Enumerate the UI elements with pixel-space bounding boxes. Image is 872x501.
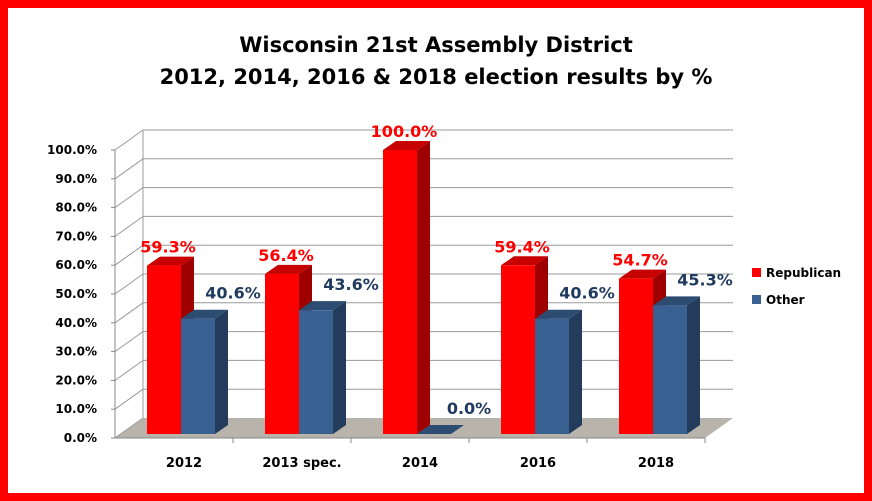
y-tick-label: 10.0% xyxy=(55,402,97,416)
side-gridline xyxy=(114,417,144,439)
x-tick-label: 2013 spec. xyxy=(262,456,341,471)
data-label: 40.6% xyxy=(205,284,261,303)
bar-top xyxy=(417,425,464,434)
y-tick-label: 80.0% xyxy=(55,201,97,215)
x-tick-label: 2016 xyxy=(520,456,556,471)
side-gridline xyxy=(114,302,144,324)
side-gridline xyxy=(114,158,144,180)
bar-side xyxy=(687,296,700,434)
bar-other-2018 xyxy=(653,296,700,434)
bar-side xyxy=(215,309,228,434)
bar-front xyxy=(535,318,569,434)
bar-other-2014 xyxy=(417,425,464,434)
data-label: 59.3% xyxy=(140,238,196,257)
y-tick-label: 0.0% xyxy=(64,431,97,445)
legend-label-other: Other xyxy=(766,293,805,307)
y-tick-label: 20.0% xyxy=(55,373,97,387)
bar-side xyxy=(417,141,430,434)
legend-label-republican: Republican xyxy=(766,266,841,280)
y-tick-label: 100.0% xyxy=(47,143,97,157)
bar-front xyxy=(299,310,333,434)
side-gridline xyxy=(114,388,144,410)
bar-other-2016 xyxy=(535,309,582,434)
data-label: 40.6% xyxy=(559,284,615,303)
bar-top xyxy=(535,309,582,319)
side-gridline xyxy=(114,129,144,151)
y-tick-label: 60.0% xyxy=(55,258,97,272)
side-gridline xyxy=(114,359,144,381)
data-label: 56.4% xyxy=(258,246,314,265)
data-label: 54.7% xyxy=(612,251,668,270)
side-gridline xyxy=(114,187,144,209)
x-tick-label: 2012 xyxy=(166,456,202,471)
data-label: 59.4% xyxy=(494,237,550,256)
y-tick-label: 30.0% xyxy=(55,345,97,359)
bar-front xyxy=(501,265,535,434)
y-tick-label: 90.0% xyxy=(55,172,97,186)
bar-front xyxy=(619,278,653,434)
bar-side xyxy=(333,301,346,434)
data-label: 0.0% xyxy=(447,399,491,418)
bar-side xyxy=(569,309,582,434)
chart-title-line-2: 2012, 2014, 2016 & 2018 election results… xyxy=(160,65,713,89)
side-gridline xyxy=(114,244,144,266)
data-label: 100.0% xyxy=(371,122,438,141)
x-tick-label: 2014 xyxy=(402,456,438,471)
bar-top xyxy=(619,269,666,279)
y-tick-label: 70.0% xyxy=(55,229,97,243)
bar-other-2012 xyxy=(181,309,228,434)
data-label: 45.3% xyxy=(677,270,733,289)
side-gridline xyxy=(114,215,144,237)
bar-front xyxy=(265,273,299,434)
bar-top xyxy=(147,256,194,266)
bar-top xyxy=(299,301,346,311)
x-tick-label: 2018 xyxy=(638,456,674,471)
y-tick-label: 40.0% xyxy=(55,316,97,330)
side-gridline xyxy=(114,331,144,353)
data-label: 43.6% xyxy=(323,275,379,294)
bar-top xyxy=(653,296,700,306)
bar-republican-2014 xyxy=(383,141,430,434)
bar-top xyxy=(501,256,548,266)
bar-front xyxy=(383,150,417,434)
y-tick-label: 50.0% xyxy=(55,287,97,301)
bar-other-2013spec xyxy=(299,301,346,434)
bar-top xyxy=(181,309,228,319)
side-gridline xyxy=(114,273,144,295)
bar-front xyxy=(147,265,181,434)
legend-swatch-republican xyxy=(752,268,761,277)
bar-top xyxy=(383,141,430,150)
bar-front xyxy=(653,305,687,434)
bar-front xyxy=(181,318,215,434)
legend-swatch-other xyxy=(752,295,761,304)
bar-top xyxy=(265,264,312,274)
chart-title-line-1: Wisconsin 21st Assembly District xyxy=(239,33,633,57)
